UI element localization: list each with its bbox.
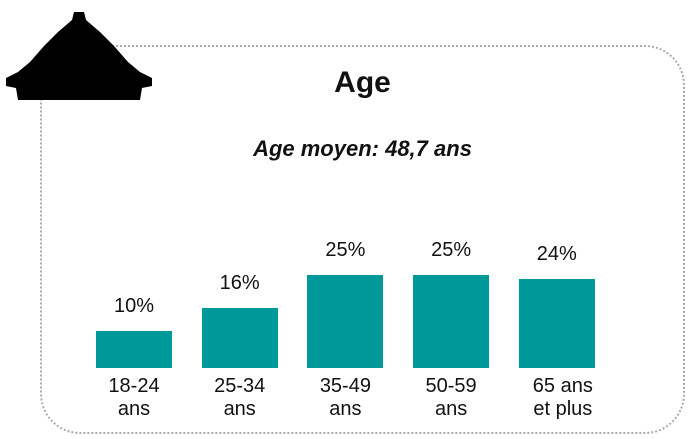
- value-label: 25%: [325, 239, 366, 261]
- bar: [201, 308, 278, 368]
- category-label: 35-49 ans: [319, 375, 371, 420]
- value-label: 16%: [219, 272, 260, 295]
- bar: [96, 330, 172, 368]
- card-frame: [40, 45, 685, 434]
- category-label: 50-59 ans: [425, 375, 477, 420]
- value-label: 10%: [113, 294, 155, 317]
- chart-title: Age: [334, 66, 391, 99]
- category-label: 25-34 ans: [214, 375, 266, 420]
- category-label: 18-24 ans: [108, 375, 160, 420]
- bar: [413, 275, 490, 368]
- pyramid-icon: [6, 12, 152, 100]
- bar: [518, 278, 595, 368]
- bar: [307, 275, 384, 368]
- value-label: 24%: [536, 242, 577, 265]
- value-label: 25%: [431, 239, 472, 261]
- category-label: 65 ans et plus: [532, 375, 593, 420]
- chart-subtitle: Age moyen: 48,7 ans: [253, 136, 472, 161]
